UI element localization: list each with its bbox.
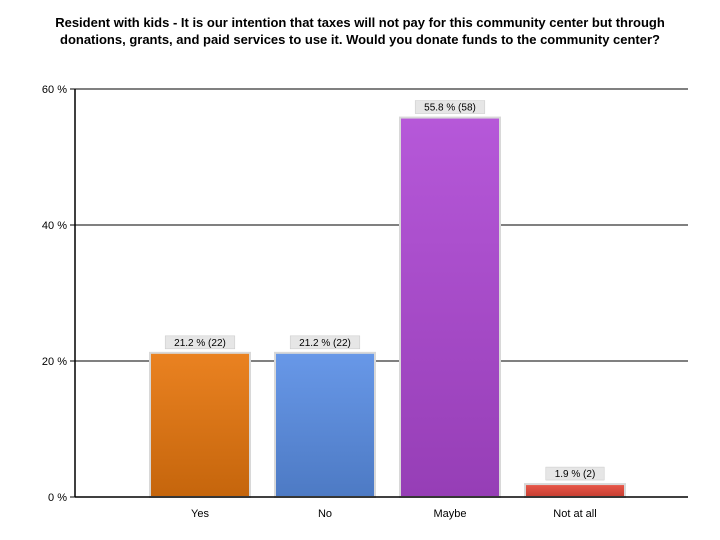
data-label: 1.9 % (2)	[555, 469, 596, 480]
x-tick-label: Yes	[191, 508, 209, 520]
labels-layer: 0 % 20 % 40 % 60 % 21.2 % (22) Yes 21.2 % (22)…	[42, 84, 605, 520]
y-tick-label: 40 %	[42, 220, 67, 232]
y-tick-label: 20 %	[42, 356, 67, 368]
bar-not-at-all	[524, 483, 626, 498]
data-label: 21.2 % (22)	[174, 338, 226, 349]
y-tick-label: 0 %	[48, 492, 67, 504]
bars-layer	[149, 116, 626, 498]
chart-title: Resident with kids - It is our intention…	[55, 15, 665, 47]
y-tick-label: 60 %	[42, 84, 67, 96]
data-label-box	[414, 100, 486, 114]
x-tick-label: Maybe	[433, 508, 466, 520]
data-label-box	[545, 466, 605, 481]
x-tick-label: Not at all	[553, 508, 596, 520]
data-label-box	[289, 335, 361, 350]
x-tick-label: No	[318, 508, 332, 520]
data-label: 55.8 % (58)	[424, 103, 476, 114]
data-label-box	[164, 335, 236, 350]
bar-no	[274, 351, 376, 498]
data-label: 21.2 % (22)	[299, 338, 351, 349]
bar-maybe	[399, 116, 501, 498]
bar-yes	[149, 351, 251, 498]
